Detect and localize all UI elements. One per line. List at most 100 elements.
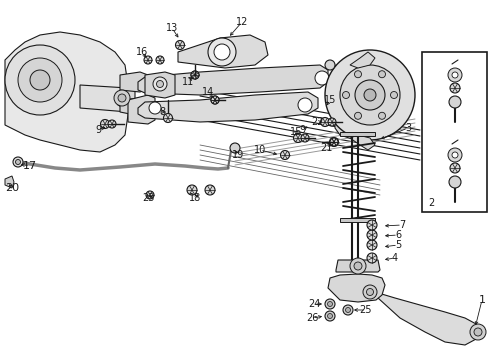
Text: 20: 20 [5, 183, 19, 193]
Circle shape [30, 70, 50, 90]
Polygon shape [5, 32, 128, 152]
Circle shape [293, 134, 302, 143]
Circle shape [329, 138, 338, 147]
Text: 13: 13 [165, 23, 178, 33]
Circle shape [363, 89, 375, 101]
Circle shape [378, 112, 385, 119]
Circle shape [342, 91, 349, 99]
Circle shape [349, 258, 365, 274]
Circle shape [325, 311, 334, 321]
Circle shape [108, 120, 116, 128]
Text: 19: 19 [231, 150, 244, 160]
Circle shape [143, 56, 152, 64]
Circle shape [327, 314, 332, 319]
Circle shape [186, 185, 197, 195]
Polygon shape [339, 132, 374, 136]
Circle shape [390, 91, 397, 99]
Text: 17: 17 [23, 161, 37, 171]
Circle shape [327, 301, 332, 306]
Polygon shape [145, 72, 175, 98]
Text: 5: 5 [394, 240, 400, 250]
Polygon shape [80, 85, 128, 112]
Circle shape [366, 253, 376, 263]
Circle shape [146, 191, 154, 199]
Circle shape [447, 68, 461, 82]
Text: 7: 7 [398, 220, 404, 230]
Circle shape [191, 71, 199, 79]
Text: 24: 24 [307, 299, 320, 309]
Circle shape [320, 117, 329, 126]
Polygon shape [327, 274, 384, 302]
Circle shape [329, 138, 337, 146]
Circle shape [18, 58, 62, 102]
Circle shape [366, 240, 376, 250]
Text: 6: 6 [394, 230, 400, 240]
Circle shape [451, 152, 457, 158]
Circle shape [345, 307, 350, 312]
Text: 8: 8 [159, 107, 165, 117]
Circle shape [153, 77, 167, 91]
Circle shape [353, 262, 361, 270]
Circle shape [5, 45, 75, 115]
Circle shape [449, 163, 459, 173]
Circle shape [354, 80, 384, 110]
Polygon shape [327, 52, 367, 140]
Polygon shape [178, 35, 267, 68]
Polygon shape [120, 72, 148, 92]
Text: 1: 1 [478, 295, 485, 305]
Circle shape [16, 159, 20, 165]
Polygon shape [339, 218, 374, 222]
Circle shape [362, 285, 376, 299]
Text: 18: 18 [188, 193, 201, 203]
Circle shape [325, 60, 334, 70]
Text: 9: 9 [298, 125, 305, 135]
Circle shape [229, 143, 240, 153]
Circle shape [297, 98, 311, 112]
Text: 4: 4 [391, 253, 397, 263]
Text: 26: 26 [305, 313, 318, 323]
Circle shape [325, 50, 414, 140]
Text: 21: 21 [319, 143, 331, 153]
Text: 25: 25 [359, 305, 371, 315]
Circle shape [210, 96, 219, 104]
Circle shape [354, 71, 361, 78]
Text: 15: 15 [289, 127, 302, 137]
Circle shape [448, 176, 460, 188]
Circle shape [366, 220, 376, 230]
Circle shape [118, 94, 126, 102]
Polygon shape [349, 52, 374, 68]
Text: 16: 16 [136, 47, 148, 57]
Polygon shape [128, 95, 155, 124]
Circle shape [149, 76, 161, 88]
Polygon shape [367, 288, 477, 345]
Circle shape [163, 113, 172, 122]
Text: 3: 3 [404, 123, 410, 133]
Circle shape [469, 324, 485, 340]
Polygon shape [5, 176, 14, 188]
Circle shape [451, 72, 457, 78]
Circle shape [156, 56, 163, 64]
Circle shape [301, 134, 308, 142]
Circle shape [314, 71, 328, 85]
Polygon shape [138, 65, 327, 95]
Text: 11: 11 [182, 77, 194, 87]
Circle shape [156, 81, 163, 87]
Circle shape [214, 44, 229, 60]
Polygon shape [349, 135, 374, 150]
Text: 14: 14 [202, 87, 214, 97]
Circle shape [101, 120, 109, 129]
Text: 12: 12 [235, 17, 248, 27]
Circle shape [207, 38, 236, 66]
Polygon shape [138, 92, 317, 122]
Circle shape [204, 185, 215, 195]
Text: 10: 10 [253, 145, 265, 155]
Circle shape [378, 71, 385, 78]
Circle shape [342, 305, 352, 315]
Polygon shape [118, 88, 135, 112]
Circle shape [114, 90, 130, 106]
Circle shape [191, 71, 199, 79]
Circle shape [473, 328, 481, 336]
Circle shape [449, 83, 459, 93]
Circle shape [447, 148, 461, 162]
Circle shape [325, 299, 334, 309]
